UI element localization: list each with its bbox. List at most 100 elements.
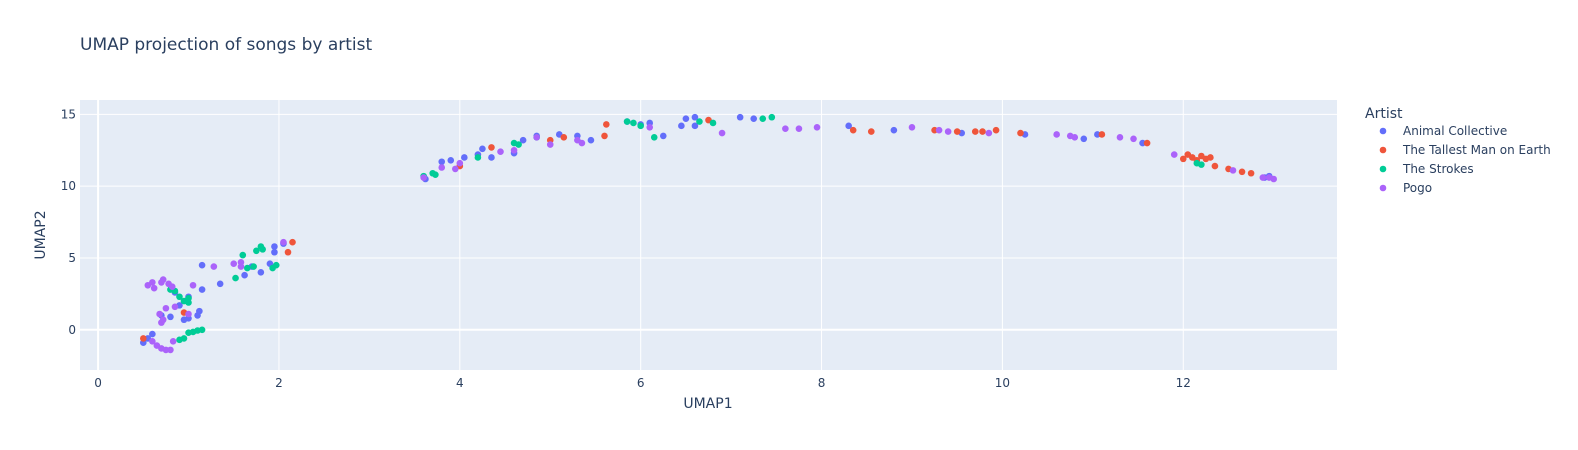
data-point (1080, 135, 1088, 143)
data-point (1207, 154, 1214, 161)
data-point (979, 128, 986, 135)
data-point (1071, 134, 1079, 141)
data-point (845, 122, 852, 130)
legend-item[interactable]: Animal Collective (1379, 124, 1508, 138)
data-point (603, 121, 610, 128)
data-point (1198, 161, 1205, 168)
data-point (736, 113, 744, 121)
data-point (985, 129, 993, 137)
data-point (1170, 151, 1178, 158)
data-point (944, 128, 952, 135)
y-axis-ticks: 0 5 10 15 (61, 107, 76, 336)
data-point (1094, 131, 1101, 138)
legend-item[interactable]: The Strokes (1379, 162, 1474, 176)
data-point (198, 261, 206, 269)
legend-marker (1379, 184, 1387, 192)
data-point (198, 286, 206, 293)
data-point (646, 123, 654, 131)
data-point (259, 246, 266, 253)
x-tick-label: 2 (275, 376, 283, 390)
data-point (578, 139, 586, 147)
data-point (546, 141, 554, 148)
data-point (189, 281, 197, 289)
x-tick-label: 8 (818, 376, 826, 390)
data-point (253, 247, 260, 255)
data-point (438, 158, 446, 166)
data-point (257, 269, 265, 276)
series-2 (167, 113, 1205, 344)
data-point (149, 337, 156, 345)
data-point (750, 115, 758, 122)
data-point (232, 274, 239, 282)
data-point (813, 123, 821, 131)
plot-area (80, 100, 1337, 370)
data-point (630, 119, 637, 127)
data-point (156, 310, 163, 318)
data-point (515, 141, 522, 148)
data-point (1139, 139, 1146, 147)
data-point (180, 335, 188, 342)
series-1 (140, 116, 1255, 342)
legend-label: Pogo (1403, 181, 1432, 195)
data-point (167, 313, 174, 321)
data-point (1238, 168, 1246, 176)
legend-item[interactable]: Pogo (1379, 181, 1432, 195)
data-point (510, 146, 518, 154)
data-point (250, 263, 257, 270)
data-points (140, 113, 1277, 354)
data-point (456, 159, 464, 167)
data-point (150, 284, 158, 292)
data-point (159, 276, 167, 283)
data-point (196, 307, 203, 315)
data-point (971, 128, 979, 135)
x-axis-ticks: 0 2 4 6 8 10 12 (94, 376, 1191, 390)
data-point (953, 128, 961, 135)
y-tick-label: 5 (68, 251, 76, 265)
x-tick-label: 0 (94, 376, 102, 390)
data-point (935, 126, 943, 134)
legend-marker (1379, 127, 1387, 135)
data-point (560, 134, 568, 141)
data-point (678, 122, 685, 130)
data-point (1247, 169, 1255, 177)
y-tick-label: 10 (61, 179, 76, 193)
data-point (637, 122, 644, 130)
data-point (691, 113, 699, 121)
data-point (691, 122, 699, 130)
data-point (432, 171, 439, 178)
x-axis-title: UMAP1 (683, 396, 732, 412)
y-tick-label: 15 (61, 107, 76, 121)
data-point (272, 261, 280, 269)
data-point (284, 248, 292, 256)
data-point (479, 145, 486, 153)
data-point (1098, 131, 1106, 138)
data-point (908, 123, 916, 131)
data-point (230, 260, 238, 268)
data-point (438, 164, 446, 171)
data-point (682, 115, 690, 122)
data-point (1229, 167, 1237, 174)
data-point (519, 136, 527, 144)
x-tick-label: 10 (995, 376, 1010, 390)
data-point (237, 258, 245, 266)
data-point (461, 154, 468, 161)
data-point (185, 299, 192, 306)
data-point (447, 157, 455, 164)
data-point (474, 154, 482, 161)
data-point (162, 346, 170, 354)
data-point (795, 125, 803, 133)
data-point (1270, 175, 1277, 183)
data-point (601, 132, 608, 140)
data-point (650, 134, 658, 141)
data-point (176, 293, 183, 301)
legend-label: The Strokes (1402, 162, 1474, 176)
data-point (488, 144, 495, 151)
data-point (149, 330, 156, 338)
data-point (140, 335, 147, 342)
legend-item[interactable]: The Tallest Man on Earth (1379, 143, 1551, 157)
data-point (1116, 134, 1124, 141)
data-point (931, 126, 938, 134)
legend-marker (1379, 146, 1387, 154)
legend-label: Animal Collective (1403, 124, 1507, 138)
